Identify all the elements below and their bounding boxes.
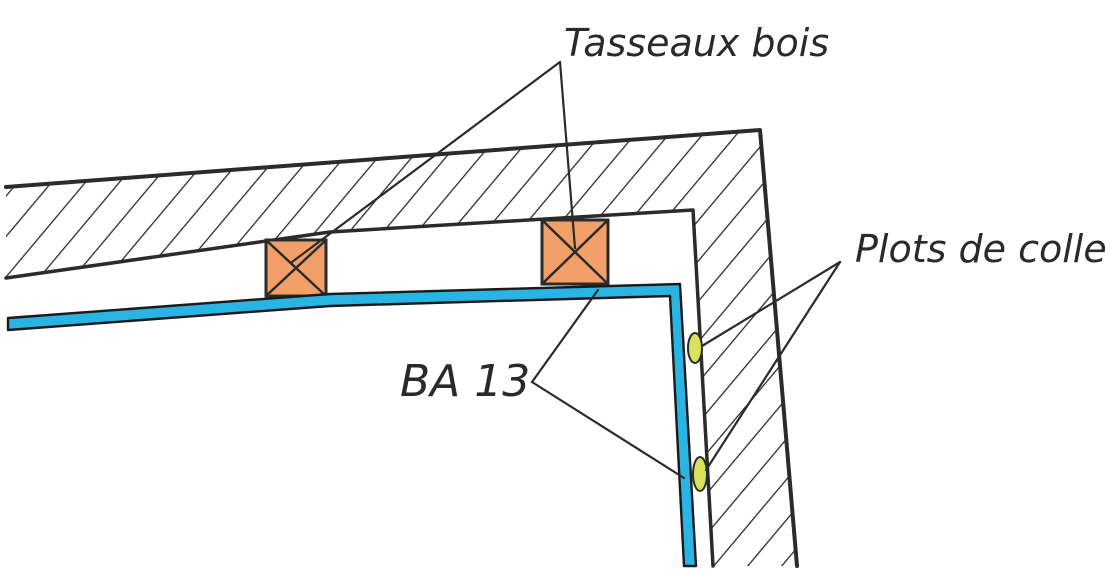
leader-lines xyxy=(290,60,842,480)
glue-dabs xyxy=(687,332,708,492)
glue-dab-upper xyxy=(687,332,703,364)
leader-glue-upper xyxy=(700,260,842,348)
leader-glue-lower xyxy=(704,260,842,472)
batten-left xyxy=(264,238,328,298)
label-wood-battens: Tasseaux bois xyxy=(564,21,829,65)
leader-board-side xyxy=(530,380,686,480)
wood-battens xyxy=(264,218,610,298)
leader-battens-left xyxy=(290,60,562,264)
batten-right xyxy=(540,218,610,286)
plasterboard-lining xyxy=(6,282,698,568)
wall-inner-edge xyxy=(4,208,715,568)
wall-outer-edge xyxy=(4,128,799,568)
plasterboard-band xyxy=(6,282,698,568)
glue-dab-lower xyxy=(692,456,708,492)
masonry-wall xyxy=(4,128,799,568)
label-glue-dabs: Plots de colle xyxy=(855,227,1107,271)
leader-battens-right xyxy=(558,60,577,250)
wall-hatched-body xyxy=(6,130,797,566)
leader-board-top xyxy=(530,288,600,384)
label-plasterboard: BA 13 xyxy=(400,356,530,407)
